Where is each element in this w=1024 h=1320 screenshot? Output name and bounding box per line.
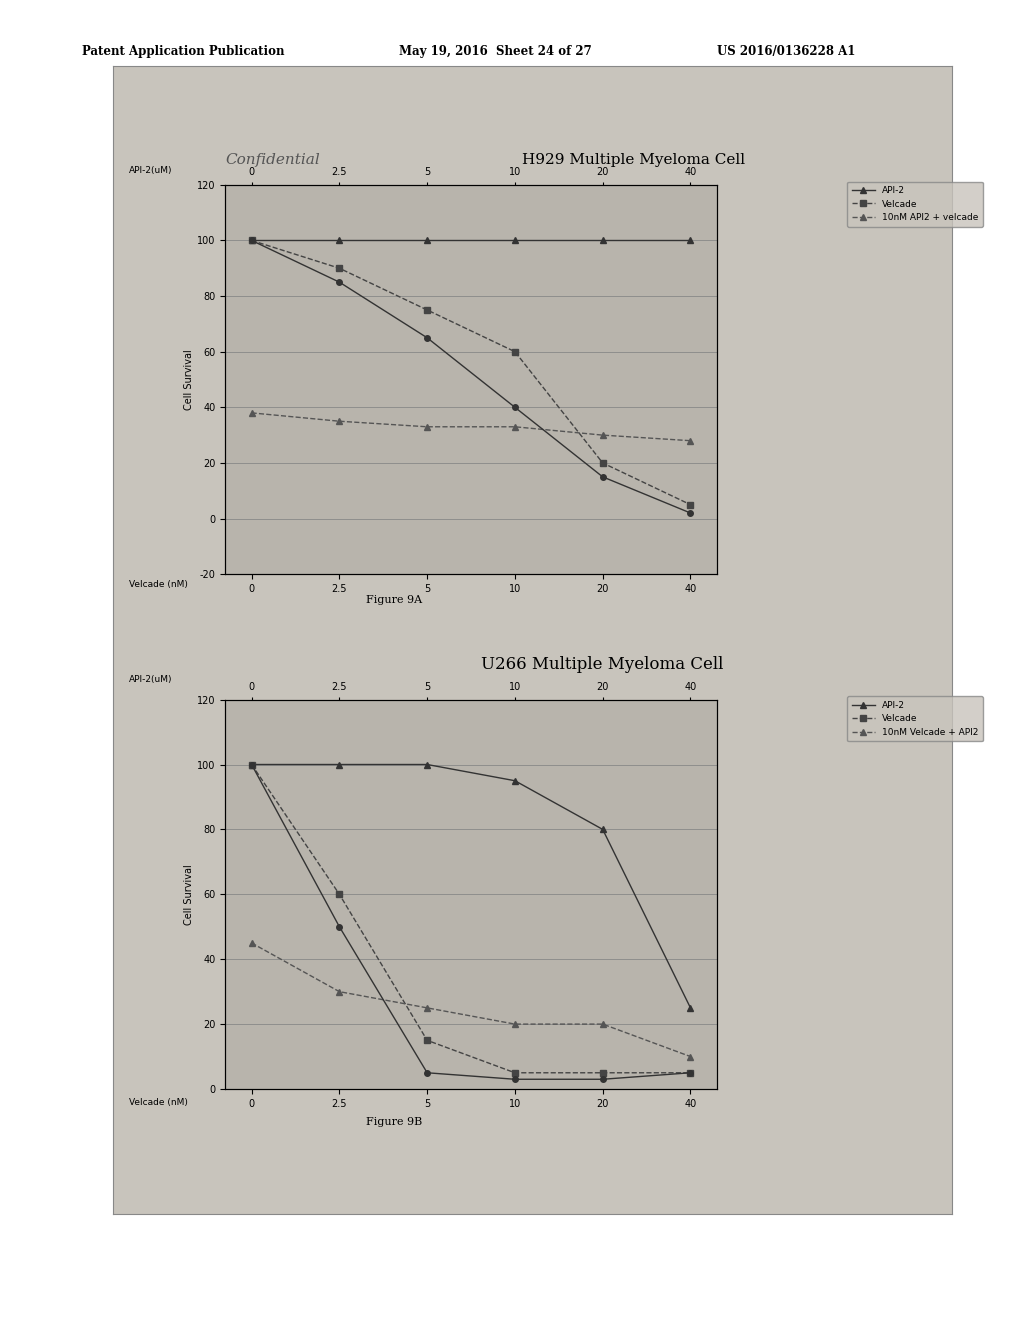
Line: API-2: API-2 <box>249 238 693 243</box>
API-2 <box>597 232 609 248</box>
Velcade <box>597 1065 609 1081</box>
10nM API2 + velcade <box>333 413 345 429</box>
Line: API-2: API-2 <box>249 762 693 1011</box>
API-2 <box>333 232 345 248</box>
Velcade <box>333 260 345 276</box>
10nM Velcade + API2 <box>597 1016 609 1032</box>
Velcade <box>597 455 609 471</box>
10nM API2 + velcade <box>597 428 609 444</box>
Text: Figure 9A: Figure 9A <box>367 595 422 606</box>
Legend: API-2, Velcade, 10nM Velcade + API2: API-2, Velcade, 10nM Velcade + API2 <box>848 697 983 742</box>
API-2 <box>684 232 696 248</box>
Text: Patent Application Publication: Patent Application Publication <box>82 45 285 58</box>
API-2 <box>684 1001 696 1016</box>
Line: 10nM Velcade + API2: 10nM Velcade + API2 <box>249 940 693 1060</box>
API-2 <box>509 232 521 248</box>
Text: API-2(uM): API-2(uM) <box>129 166 172 176</box>
API-2 <box>246 232 258 248</box>
Text: May 19, 2016  Sheet 24 of 27: May 19, 2016 Sheet 24 of 27 <box>399 45 592 58</box>
Line: Velcade: Velcade <box>249 762 693 1076</box>
Velcade <box>421 1032 433 1048</box>
Velcade <box>246 232 258 248</box>
Velcade <box>421 302 433 318</box>
10nM Velcade + API2 <box>684 1048 696 1064</box>
Velcade <box>509 1065 521 1081</box>
API-2 <box>333 756 345 772</box>
Line: Velcade: Velcade <box>249 238 693 507</box>
API-2 <box>597 821 609 837</box>
Text: U266 Multiple Myeloma Cell: U266 Multiple Myeloma Cell <box>481 656 724 673</box>
10nM Velcade + API2 <box>421 1001 433 1016</box>
Text: Figure 9B: Figure 9B <box>367 1117 422 1127</box>
10nM Velcade + API2 <box>509 1016 521 1032</box>
Velcade <box>684 496 696 512</box>
Legend: API-2, Velcade, 10nM API2 + velcade: API-2, Velcade, 10nM API2 + velcade <box>848 182 983 227</box>
API-2 <box>246 756 258 772</box>
API-2 <box>421 756 433 772</box>
API-2 <box>421 232 433 248</box>
Text: Confidential: Confidential <box>225 153 321 166</box>
10nM API2 + velcade <box>684 433 696 449</box>
10nM API2 + velcade <box>421 418 433 434</box>
Y-axis label: Cell Survival: Cell Survival <box>184 863 195 925</box>
Text: H929 Multiple Myeloma Cell: H929 Multiple Myeloma Cell <box>522 153 745 166</box>
Text: API-2(uM): API-2(uM) <box>129 676 172 685</box>
10nM Velcade + API2 <box>333 983 345 999</box>
Line: 10nM API2 + velcade: 10nM API2 + velcade <box>249 411 693 444</box>
Velcade <box>684 1065 696 1081</box>
Y-axis label: Cell Survival: Cell Survival <box>184 348 195 411</box>
Text: US 2016/0136228 A1: US 2016/0136228 A1 <box>717 45 855 58</box>
10nM API2 + velcade <box>509 418 521 434</box>
Text: Velcade (nM): Velcade (nM) <box>129 581 187 590</box>
Velcade <box>246 756 258 772</box>
10nM API2 + velcade <box>246 405 258 421</box>
10nM Velcade + API2 <box>246 935 258 950</box>
Velcade <box>509 343 521 359</box>
Velcade <box>333 887 345 903</box>
Text: Velcade (nM): Velcade (nM) <box>129 1098 187 1107</box>
API-2 <box>509 772 521 788</box>
